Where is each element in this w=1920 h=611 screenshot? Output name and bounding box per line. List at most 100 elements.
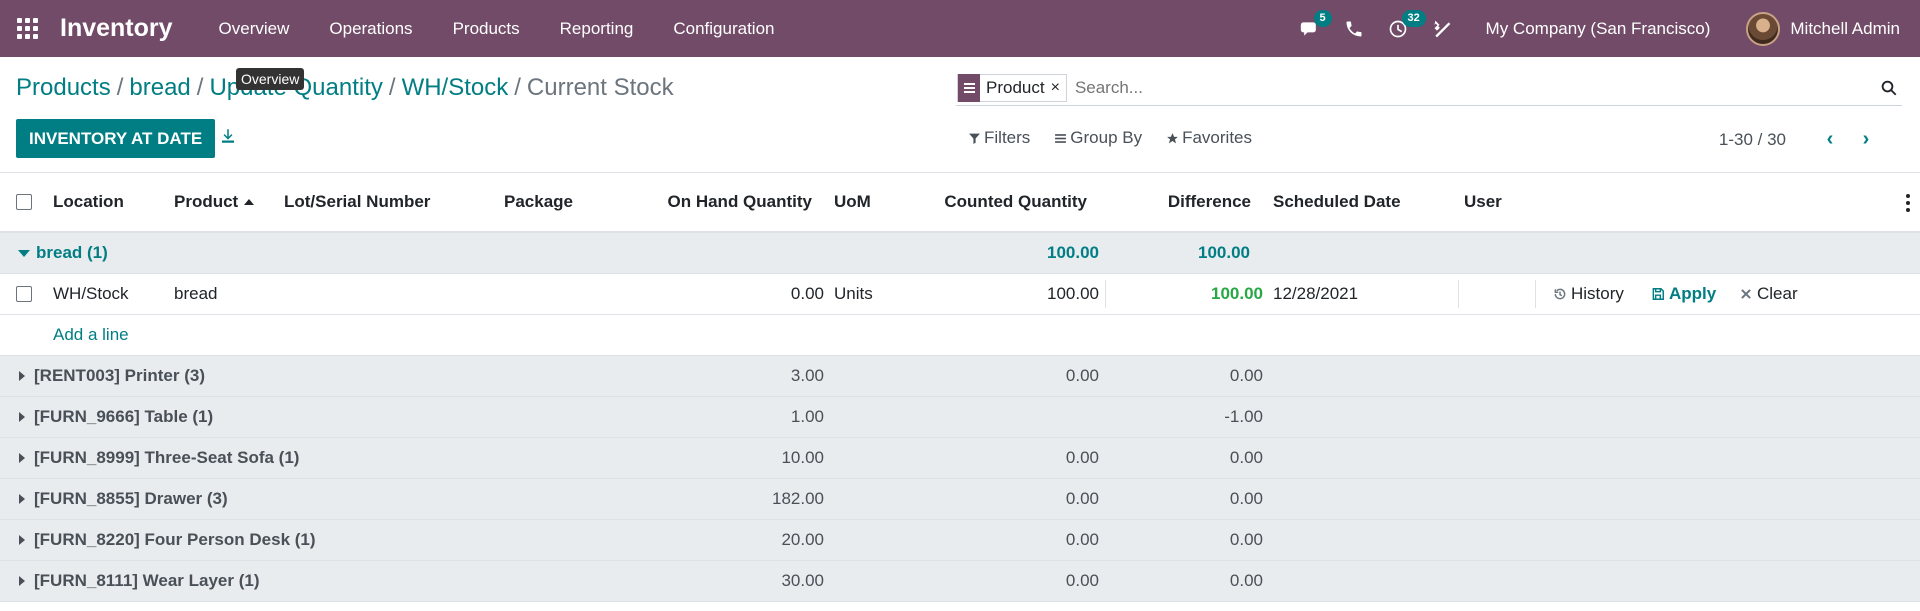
breadcrumb-bread[interactable]: bread xyxy=(129,74,191,101)
search-facet-product[interactable]: Product × xyxy=(957,73,1067,102)
breadcrumb-products[interactable]: Products xyxy=(16,74,111,101)
breadcrumb-separator: / xyxy=(514,74,521,101)
stock-list: Location Product Lot/Serial Number Packa… xyxy=(0,172,1920,602)
apps-menu-icon[interactable] xyxy=(0,0,54,57)
group-counted: 0.00 xyxy=(1065,448,1099,467)
group-counted: 0.00 xyxy=(1065,489,1099,508)
group-difference: -1.00 xyxy=(1224,407,1263,426)
header-difference[interactable]: Difference xyxy=(1167,192,1251,211)
history-button[interactable]: History xyxy=(1553,274,1624,314)
group-row[interactable]: [FURN_8855] Drawer (3) 182.00 0.00 0.00 xyxy=(0,479,1920,520)
history-icon xyxy=(1554,288,1566,300)
group-on-hand: 3.00 xyxy=(790,366,824,385)
close-icon xyxy=(1741,289,1751,299)
group-title: [FURN_8999] Three-Seat Sofa (1) xyxy=(34,448,300,467)
company-switcher[interactable]: My Company (San Francisco) xyxy=(1485,18,1711,38)
phone-icon[interactable] xyxy=(1332,0,1376,57)
header-lot[interactable]: Lot/Serial Number xyxy=(284,192,431,211)
group-row[interactable]: [FURN_8999] Three-Seat Sofa (1) 10.00 0.… xyxy=(0,438,1920,479)
column-separator xyxy=(1535,280,1536,308)
table-row[interactable]: WH/Stock bread 0.00 Units 100.00 100.00 … xyxy=(0,274,1920,315)
menu-products[interactable]: Products xyxy=(452,18,520,38)
menu-configuration[interactable]: Configuration xyxy=(673,18,775,38)
header-uom[interactable]: UoM xyxy=(834,192,871,211)
add-line-link[interactable]: Add a line xyxy=(53,325,129,344)
activities-clock-icon[interactable]: 32 xyxy=(1376,0,1426,57)
clear-button[interactable]: Clear xyxy=(1739,274,1798,314)
caret-right-icon xyxy=(19,371,25,381)
group-label: [RENT003] Printer (3) xyxy=(19,356,205,396)
search-bar: Product × xyxy=(956,70,1902,106)
inventory-at-date-button[interactable]: INVENTORY AT DATE xyxy=(16,119,216,158)
group-label: [FURN_9666] Table (1) xyxy=(19,397,213,437)
group-on-hand: 20.00 xyxy=(781,530,824,549)
search-icon[interactable] xyxy=(1876,75,1902,101)
caret-right-icon xyxy=(19,535,25,545)
header-user[interactable]: User xyxy=(1464,192,1502,211)
cell-counted-quantity[interactable]: 100.00 xyxy=(1047,284,1099,303)
user-menu[interactable]: Mitchell Admin xyxy=(1790,18,1900,38)
select-all-checkbox[interactable] xyxy=(16,173,32,231)
favorites-label: Favorites xyxy=(1182,128,1253,147)
user-avatar[interactable] xyxy=(1746,11,1781,46)
menu-overview[interactable]: Overview xyxy=(218,18,290,38)
group-row[interactable]: [RENT003] Printer (3) 3.00 0.00 0.00 xyxy=(0,356,1920,397)
caret-right-icon xyxy=(19,494,25,504)
header-product[interactable]: Product xyxy=(174,173,255,231)
caret-right-icon xyxy=(19,576,25,586)
group-counted xyxy=(900,397,1099,437)
cell-location: WH/Stock xyxy=(53,284,129,303)
breadcrumb-wh-stock[interactable]: WH/Stock xyxy=(401,74,509,101)
messages-icon[interactable]: 5 xyxy=(1288,0,1332,57)
pager: 1-30 / 30 ‹ › xyxy=(1719,128,1884,151)
group-counted: 0.00 xyxy=(1065,366,1099,385)
group-title: [FURN_9666] Table (1) xyxy=(34,407,214,426)
group-by-label: Group By xyxy=(1070,128,1143,147)
group-on-hand: 30.00 xyxy=(781,571,824,590)
download-icon[interactable] xyxy=(219,127,239,147)
group-counted: 0.00 xyxy=(1065,571,1099,590)
column-separator xyxy=(1105,280,1106,308)
pager-next-icon[interactable]: › xyxy=(1862,128,1870,150)
group-row[interactable]: [FURN_9666] Table (1) 1.00 -1.00 xyxy=(0,397,1920,438)
favorites-button[interactable]: Favorites xyxy=(1166,128,1252,148)
group-on-hand: 10.00 xyxy=(781,448,824,467)
app-name[interactable]: Inventory xyxy=(60,14,173,42)
filter-bar: Filters Group By Favorites xyxy=(968,128,1276,148)
top-navbar: Inventory Overview Operations Products R… xyxy=(0,0,1920,57)
group-difference: 0.00 xyxy=(1229,530,1263,549)
debug-tools-icon[interactable] xyxy=(1420,0,1464,57)
header-location[interactable]: Location xyxy=(53,192,124,211)
filter-icon xyxy=(969,133,980,144)
group-row[interactable]: [FURN_8111] Wear Layer (1) 30.00 0.00 0.… xyxy=(0,561,1920,602)
header-package[interactable]: Package xyxy=(504,192,573,211)
header-counted[interactable]: Counted Quantity xyxy=(944,192,1087,211)
search-input[interactable] xyxy=(1074,77,1876,98)
caret-down-icon xyxy=(18,249,30,257)
menu-reporting[interactable]: Reporting xyxy=(559,18,634,38)
row-checkbox[interactable] xyxy=(16,274,32,314)
header-scheduled-date[interactable]: Scheduled Date xyxy=(1273,192,1401,211)
cell-on-hand: 0.00 xyxy=(790,284,824,303)
apply-button[interactable]: Apply xyxy=(1651,274,1716,314)
group-title: bread (1) xyxy=(36,243,108,262)
activities-badge: 32 xyxy=(1401,10,1426,27)
cell-scheduled-date[interactable]: 12/28/2021 xyxy=(1273,284,1359,303)
group-row[interactable]: [FURN_8220] Four Person Desk (1) 20.00 0… xyxy=(0,520,1920,561)
group-by-button[interactable]: Group By xyxy=(1054,128,1142,148)
group-difference-total: 100.00 xyxy=(1198,243,1250,262)
optional-columns-icon[interactable] xyxy=(1906,173,1910,233)
group-label: [FURN_8111] Wear Layer (1) xyxy=(19,561,260,601)
pager-previous-icon[interactable]: ‹ xyxy=(1826,128,1834,150)
breadcrumb-separator: / xyxy=(196,74,204,101)
facet-remove-icon[interactable]: × xyxy=(1050,78,1060,96)
menu-operations[interactable]: Operations xyxy=(329,18,413,38)
cell-difference: 100.00 xyxy=(1211,284,1263,303)
pager-value[interactable]: 1-30 / 30 xyxy=(1718,129,1786,149)
caret-right-icon xyxy=(19,412,25,422)
group-title: [FURN_8855] Drawer (3) xyxy=(34,489,228,508)
group-row-open[interactable]: bread (1) 100.00 100.00 xyxy=(0,233,1920,274)
filters-button[interactable]: Filters xyxy=(968,128,1030,148)
header-on-hand[interactable]: On Hand Quantity xyxy=(667,192,813,211)
group-difference: 0.00 xyxy=(1229,571,1263,590)
